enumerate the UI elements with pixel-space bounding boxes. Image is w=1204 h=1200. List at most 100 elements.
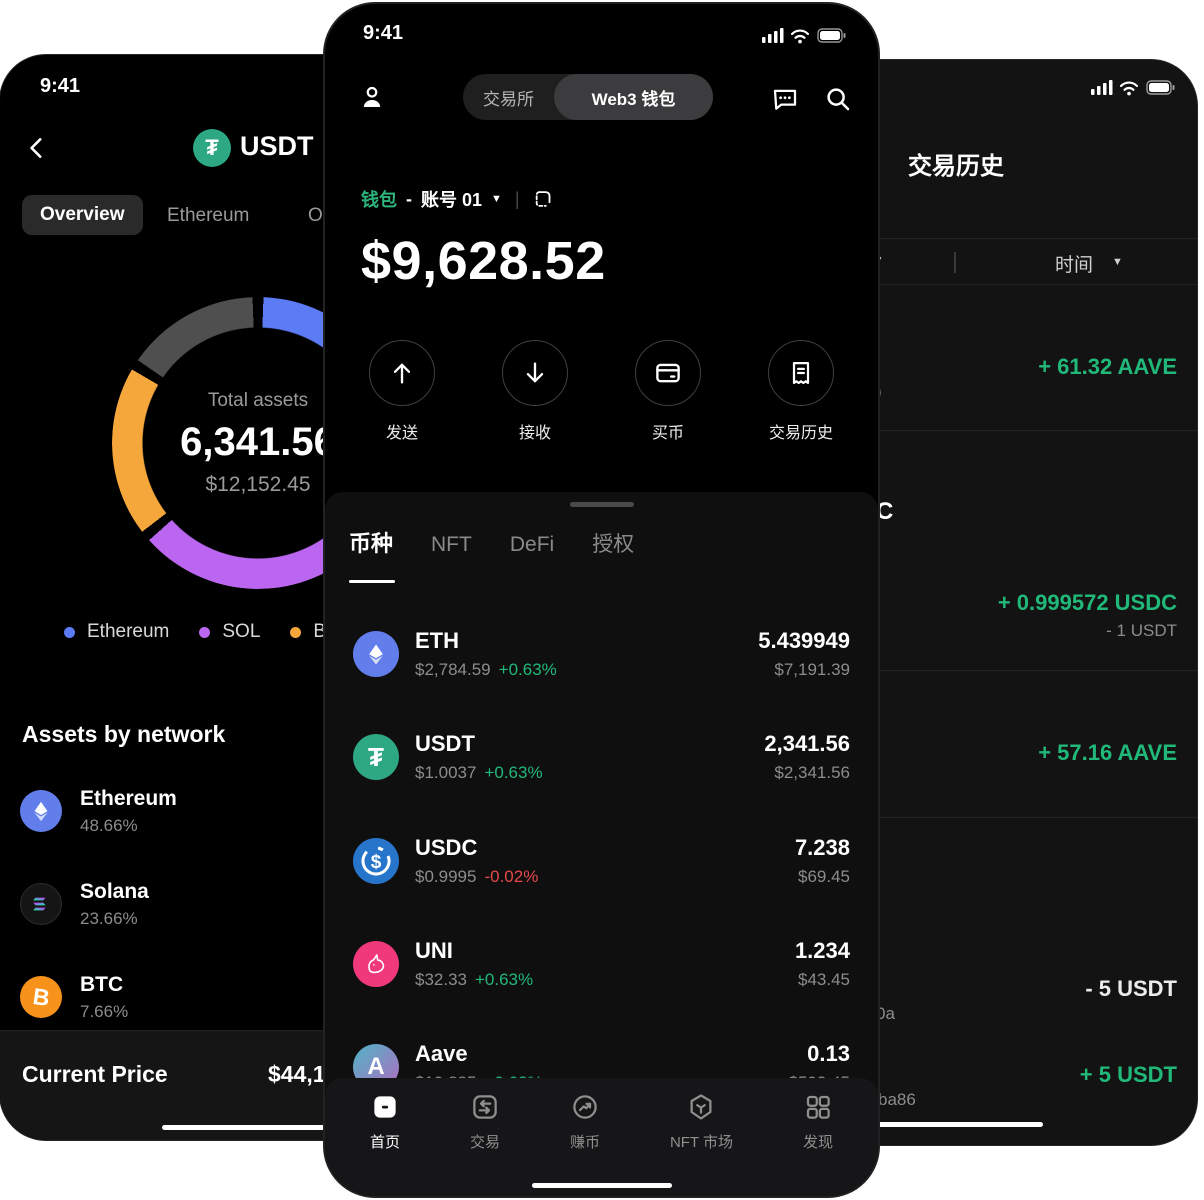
total-assets-value: 6,341.56: [180, 419, 336, 464]
back-button[interactable]: [24, 135, 50, 161]
token-row-uni[interactable]: UNI $32.33 +0.63% 1.234 $43.45: [325, 912, 878, 1016]
network-pct: 7.66%: [80, 1001, 129, 1021]
wifi-dot: [798, 39, 802, 44]
tx-amount: + 57.16 AAVE: [1038, 740, 1177, 765]
tx-token-fragment: C: [876, 498, 894, 525]
home-indicator: [800, 1122, 1043, 1127]
scan-copy-icon[interactable]: [533, 188, 555, 210]
ethereum-network-icon: [20, 790, 62, 832]
network-row-solana[interactable]: Solana 23.66%: [20, 870, 149, 938]
tab-web3-wallet[interactable]: Web3 钱包: [554, 74, 713, 120]
home-indicator: [162, 1125, 392, 1130]
token-row-aave[interactable]: A Aave $19.885+0.63% 0.13 $593.45: [325, 1015, 878, 1119]
token-value: $69.45: [798, 867, 850, 886]
svg-text:$: $: [371, 852, 382, 873]
legend-label: Ethereum: [87, 621, 170, 642]
arrow-down-icon: [502, 340, 568, 406]
legend-dot-sol: [199, 626, 211, 638]
wifi-dot: [1127, 91, 1131, 96]
token-name: ETH: [415, 628, 459, 653]
usdc-token-icon: $: [353, 838, 399, 884]
network-name: BTC: [80, 972, 124, 996]
token-amount: 1.234: [794, 938, 850, 963]
token-row-eth[interactable]: ETH $2,784.59 +0.63% 5.439949 $7,191.39: [325, 602, 878, 706]
center-phone: 9:41: [325, 4, 878, 1196]
token-change: +0.63%: [484, 763, 543, 782]
time-sort-caret-icon[interactable]: ▼: [1112, 256, 1123, 268]
token-amount: 5.439949: [758, 628, 850, 653]
token-value: $43.45: [798, 970, 850, 989]
history-button[interactable]: 交易历史: [756, 340, 846, 443]
row-divider: [600, 670, 1197, 671]
assets-by-network-heading: Assets by network: [22, 721, 226, 747]
legend-item-ethereum: Ethereum: [64, 621, 169, 643]
tab-fragment[interactable]: O: [308, 205, 323, 226]
tab-overview[interactable]: Overview: [22, 195, 143, 235]
token-change: +0.63%: [475, 970, 534, 989]
token-row-usdc[interactable]: $ USDC $0.9995 -0.02% 7.238 $69.45: [325, 809, 878, 913]
time-sort-label[interactable]: 时间: [1055, 255, 1094, 276]
legend-dot-ethereum: [64, 626, 75, 638]
tx-amount: + 0.999572 USDC: [997, 590, 1177, 615]
tab-defi[interactable]: DeFi: [509, 533, 555, 556]
nav-home[interactable]: 首页: [370, 1092, 400, 1196]
tab-exchange[interactable]: 交易所: [483, 89, 534, 109]
support-chat-button[interactable]: [770, 84, 800, 114]
arrow-up-icon: [369, 340, 435, 406]
segmented-control: 交易所 Web3 钱包: [463, 74, 713, 120]
network-name: Ethereum: [80, 786, 177, 810]
hexagon-nft-icon: [686, 1092, 716, 1122]
tab-nft[interactable]: NFT: [431, 533, 472, 556]
usdt-token-icon: ₮: [353, 734, 399, 780]
token-amount: 2,341.56: [764, 731, 850, 756]
wallet-label: 钱包: [361, 190, 397, 210]
receive-button[interactable]: 接收: [490, 340, 580, 443]
network-row-ethereum[interactable]: Ethereum 48.66%: [20, 777, 177, 845]
row-divider: [600, 430, 1197, 431]
account-selector[interactable]: 钱包 - 账号 01 ▼ |: [361, 186, 555, 212]
network-pct: 48.66%: [80, 815, 138, 835]
tx-sub-amount: - 1 USDT: [1106, 621, 1177, 640]
token-name: USDT: [415, 731, 475, 756]
nav-trade[interactable]: 交易: [470, 1092, 500, 1196]
send-button[interactable]: 发送: [357, 340, 447, 443]
drag-handle[interactable]: [569, 502, 634, 507]
status-time: 9:41: [40, 75, 81, 97]
wifi-icon: [1119, 81, 1139, 91]
action-label: 交易历史: [768, 425, 833, 442]
token-price: $32.33: [415, 970, 467, 989]
nav-label: 发现: [802, 1134, 833, 1151]
tab-ethereum[interactable]: Ethereum: [167, 205, 250, 226]
network-name: Solana: [80, 879, 149, 903]
token-value: $7,191.39: [774, 660, 850, 679]
token-change: +0.63%: [498, 660, 557, 679]
donut-legend: Ethereum SOL BTC: [64, 621, 351, 643]
active-tab-underline: [349, 580, 395, 583]
account-dash: -: [406, 188, 412, 209]
token-row-usdt[interactable]: ₮ USDT $1.0037 +0.63% 2,341.56 $2,341.56: [325, 705, 878, 809]
search-icon: [823, 84, 853, 114]
nav-earn[interactable]: 赚币: [570, 1092, 600, 1196]
token-price: $1.0037: [415, 763, 477, 782]
tab-approvals[interactable]: 授权: [592, 533, 635, 556]
btc-network-icon: B: [20, 976, 62, 1018]
eth-token-icon: [353, 631, 399, 677]
network-row-btc[interactable]: B BTC 7.66%: [20, 963, 128, 1031]
chevron-down-icon: ▼: [491, 193, 502, 205]
solana-network-icon: [20, 883, 62, 925]
legend-dot-btc: [290, 626, 302, 638]
search-button[interactable]: [823, 84, 853, 114]
tx-address-fragment: 0a: [876, 1004, 895, 1023]
tx-amount: + 61.32 AAVE: [1038, 354, 1177, 379]
action-label: 买币: [651, 425, 684, 442]
nav-nft-market[interactable]: NFT 市场: [670, 1092, 733, 1196]
battery-icon: [1146, 80, 1175, 95]
buy-crypto-button[interactable]: 买币: [623, 340, 713, 443]
tab-coins[interactable]: 币种: [349, 531, 394, 556]
profile-button[interactable]: [357, 82, 387, 112]
action-label: 发送: [385, 425, 418, 442]
nav-discover[interactable]: 发现: [803, 1092, 833, 1196]
total-balance: $9,628.52: [361, 231, 606, 291]
account-name: 账号 01: [421, 190, 483, 210]
